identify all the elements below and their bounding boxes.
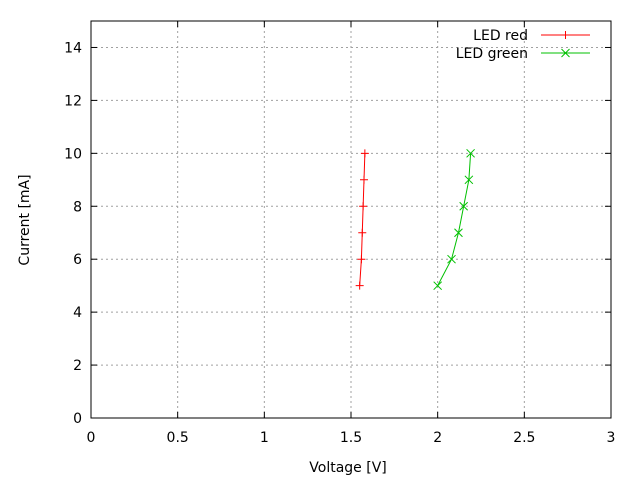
y-tick-label: 10 <box>64 146 82 162</box>
x-tick-label: 3 <box>607 430 616 446</box>
x-tick-label: 0 <box>87 430 96 446</box>
series-line <box>437 153 472 286</box>
x-tick-label: 1 <box>260 430 269 446</box>
grid <box>91 21 611 418</box>
series <box>355 148 475 291</box>
y-tick-label: 6 <box>73 252 82 268</box>
x-tick-label: 0.5 <box>167 430 189 446</box>
y-tick-label: 12 <box>64 93 82 109</box>
data-point <box>433 281 443 291</box>
data-point <box>360 175 368 184</box>
data-point <box>459 201 469 211</box>
data-point <box>358 228 367 237</box>
legend-label: LED green <box>456 46 528 62</box>
data-point <box>454 228 463 238</box>
data-point <box>355 281 364 290</box>
ticks: 0 0.5 1 1.5 2 2.5 3 0 2 4 6 8 10 12 14 <box>64 21 615 446</box>
y-axis-label: Current [mA] <box>17 174 33 265</box>
data-point <box>357 255 366 264</box>
y-tick-label: 4 <box>73 305 82 321</box>
data-point <box>464 175 474 185</box>
y-tick-label: 8 <box>73 199 82 215</box>
data-point <box>359 202 368 211</box>
data-point <box>561 31 570 39</box>
x-tick-label: 2.5 <box>513 430 535 446</box>
y-tick-label: 14 <box>64 40 82 56</box>
legend-label: LED red <box>473 28 528 44</box>
data-point <box>561 48 570 58</box>
legend: LED red LED green <box>456 28 590 62</box>
x-tick-label: 2 <box>433 430 442 446</box>
series-line <box>359 153 366 286</box>
y-tick-label: 2 <box>73 358 82 374</box>
x-tick-label: 1.5 <box>340 430 362 446</box>
data-point <box>466 148 475 158</box>
plot-border <box>90 20 612 419</box>
x-axis-label: Voltage [V] <box>309 460 386 476</box>
data-point <box>447 254 456 264</box>
y-tick-label: 0 <box>73 411 82 427</box>
data-point <box>360 149 369 158</box>
